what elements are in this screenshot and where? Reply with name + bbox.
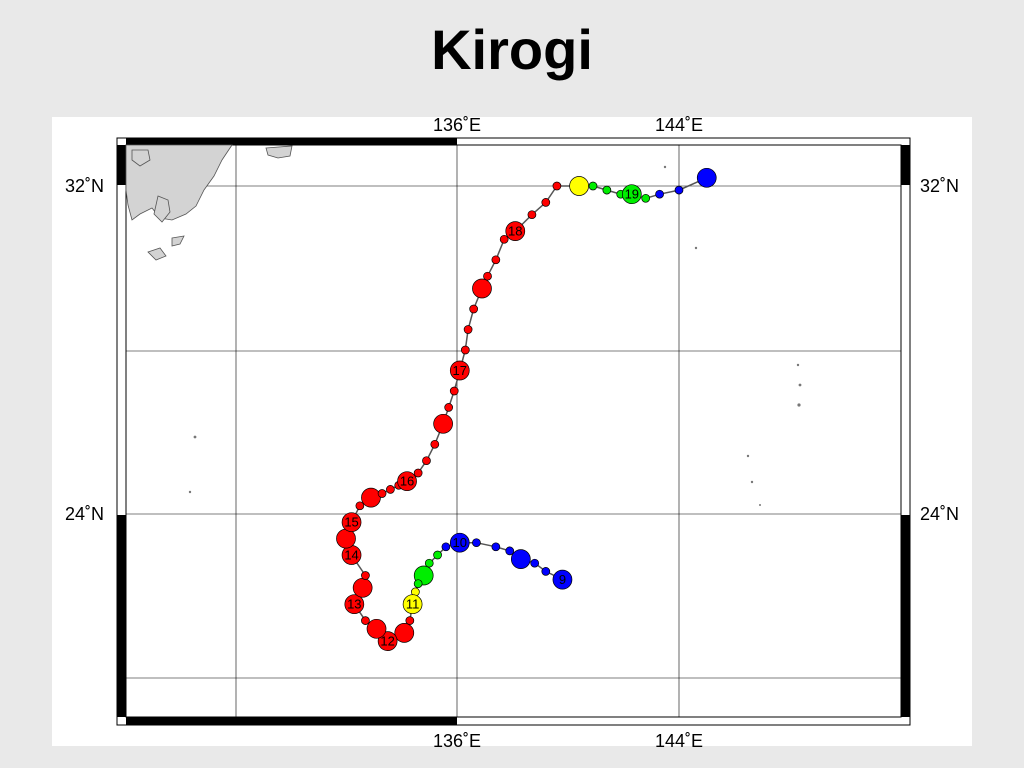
track-point xyxy=(655,189,664,199)
track-point xyxy=(472,538,481,548)
track-point xyxy=(472,278,492,299)
track-point xyxy=(361,616,370,625)
track-point xyxy=(449,532,470,553)
track-point xyxy=(552,181,562,191)
track-point xyxy=(377,631,398,651)
land-kyushu xyxy=(125,144,293,261)
track-point xyxy=(505,221,526,241)
track-point xyxy=(449,360,470,381)
track-point xyxy=(344,594,365,615)
track-point xyxy=(413,579,423,589)
track-point-label: 18 xyxy=(508,224,522,239)
lat-tick-label-left: 32˚N xyxy=(65,176,104,196)
track-point xyxy=(569,176,589,196)
lat-tick-label-left: 24˚N xyxy=(65,504,104,524)
track-point xyxy=(449,386,459,396)
track-point-label: 10 xyxy=(453,535,467,550)
track-points: 9 10 11 12 13 14 15 16 17 18 19 xyxy=(336,167,717,651)
track-point xyxy=(341,512,362,533)
track-point xyxy=(433,413,453,434)
track-point xyxy=(491,255,501,265)
lon-tick-label-top: 144˚E xyxy=(655,115,703,135)
track-point xyxy=(386,485,395,494)
track-point-label: 14 xyxy=(344,548,358,563)
track-point xyxy=(674,185,684,195)
track-point xyxy=(444,403,454,412)
track-point xyxy=(394,623,415,643)
track-point xyxy=(361,571,370,580)
track-point-label: 19 xyxy=(625,187,639,202)
track-point xyxy=(422,456,431,466)
track-point xyxy=(552,569,573,590)
map-frame xyxy=(116,137,911,726)
track-point xyxy=(541,567,551,576)
track-point xyxy=(527,210,537,220)
track-point xyxy=(441,542,451,552)
track-point xyxy=(402,594,423,615)
small-islands xyxy=(188,165,802,506)
track-point xyxy=(530,558,540,568)
lat-tick-label-right: 32˚N xyxy=(920,176,959,196)
track-point xyxy=(499,234,509,244)
track-point-label: 16 xyxy=(400,474,414,489)
track-point xyxy=(505,546,515,556)
track-point xyxy=(510,549,531,569)
track-point-label: 12 xyxy=(380,634,394,649)
track-point xyxy=(366,618,387,639)
track-point xyxy=(361,487,381,508)
track-point xyxy=(469,304,478,314)
track-point-label: 15 xyxy=(344,515,358,530)
track-point xyxy=(424,558,434,568)
track-point xyxy=(696,167,717,188)
track-point xyxy=(352,577,373,598)
track-point xyxy=(602,185,612,195)
track-point xyxy=(541,198,551,207)
track-point xyxy=(405,616,415,625)
track-point xyxy=(588,181,598,191)
track-point xyxy=(460,345,470,355)
track-point xyxy=(397,471,417,492)
map-panel xyxy=(52,117,972,746)
track-point xyxy=(463,325,473,334)
lon-tick-label-top: 136˚E xyxy=(433,115,481,135)
track-point-label: 17 xyxy=(453,363,467,378)
lon-tick-label-bottom: 144˚E xyxy=(655,731,703,751)
track-point xyxy=(430,439,440,449)
track-point xyxy=(491,542,501,552)
track-point-label: 11 xyxy=(406,597,420,612)
track-point xyxy=(377,489,387,498)
page-title: Kirogi xyxy=(431,18,593,81)
track-point xyxy=(483,271,492,281)
track-point xyxy=(621,184,642,205)
lon-tick-label-bottom: 136˚E xyxy=(433,731,481,751)
axis-labels: 136˚E 136˚E 144˚E 144˚E 32˚N 32˚N 24˚N 24˚N xyxy=(65,115,959,751)
track-point xyxy=(641,193,651,203)
track-point xyxy=(355,501,365,511)
graticule xyxy=(126,145,901,717)
track-point-label: 13 xyxy=(347,597,361,612)
track-point xyxy=(413,468,423,478)
track-point-label: 9 xyxy=(559,572,566,587)
track-point xyxy=(433,550,442,560)
lat-tick-label-right: 24˚N xyxy=(920,504,959,524)
